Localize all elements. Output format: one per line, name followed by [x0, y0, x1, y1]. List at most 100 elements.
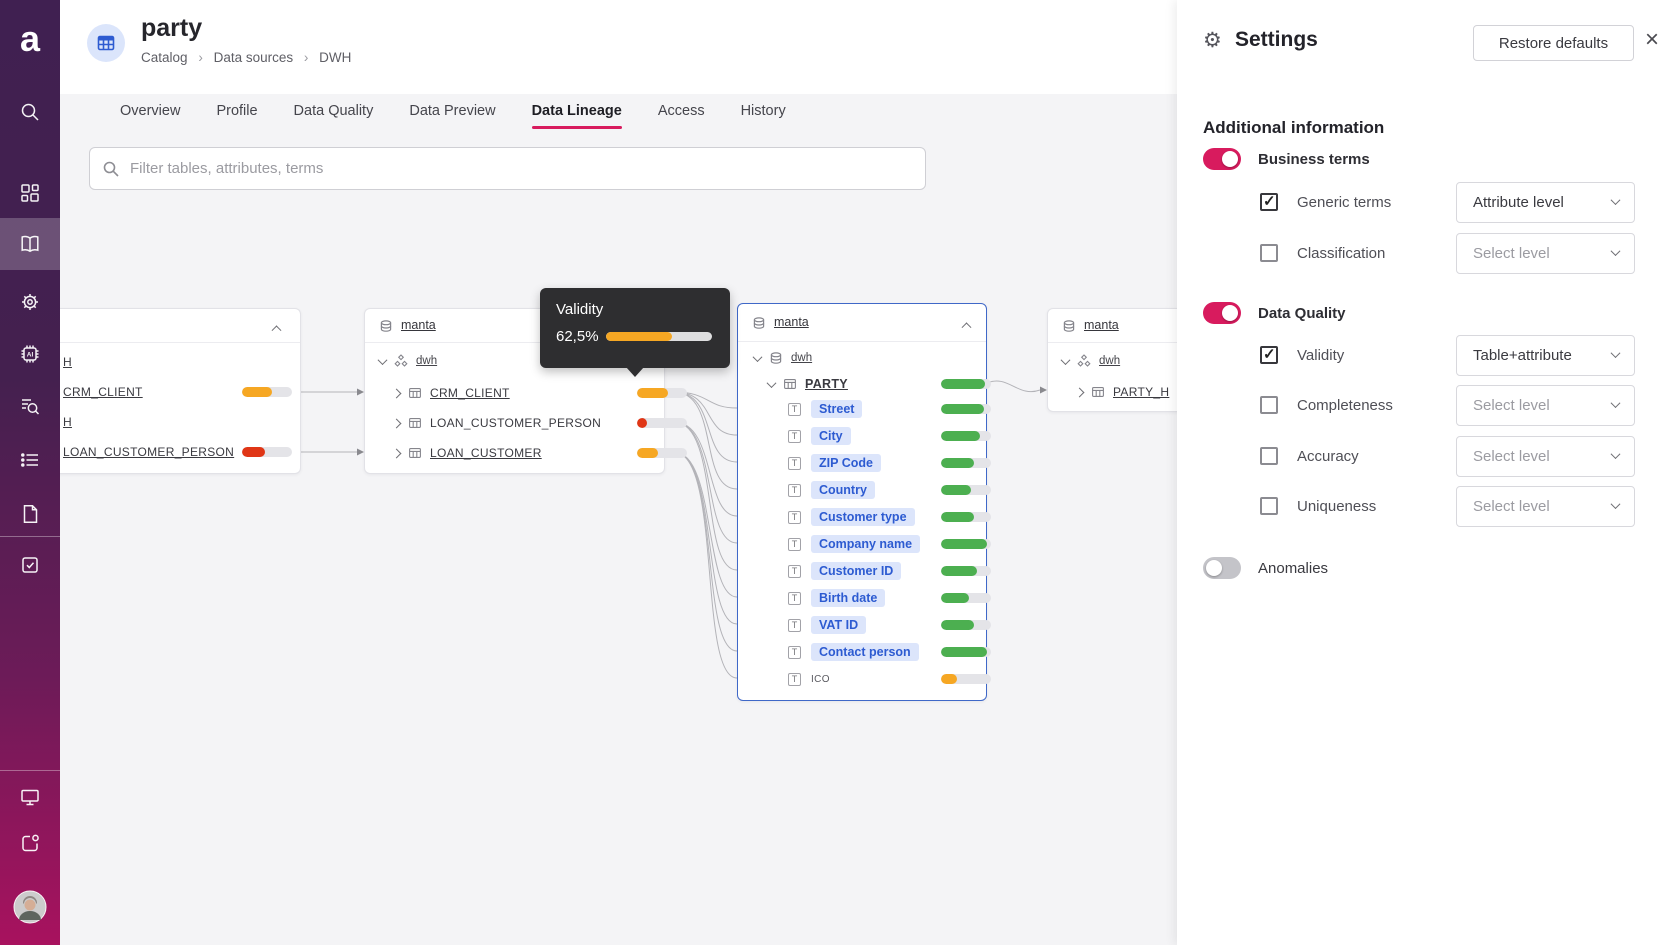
completeness-checkbox[interactable]: [1260, 396, 1278, 414]
search-icon[interactable]: [0, 92, 60, 132]
generic-terms-checkbox[interactable]: [1260, 192, 1278, 211]
chevron-down-icon: [1610, 398, 1621, 409]
uniqueness-level-select[interactable]: Select level: [1456, 486, 1635, 527]
attribute-row[interactable]: T City: [788, 425, 991, 447]
completeness-level-select[interactable]: Select level: [1456, 385, 1635, 426]
chevron-down-icon[interactable]: [752, 351, 763, 362]
uniqueness-checkbox[interactable]: [1260, 497, 1278, 515]
attribute-row[interactable]: T Customer ID: [788, 560, 991, 582]
ai-chip-icon[interactable]: AI: [0, 334, 60, 374]
release-icon[interactable]: [0, 823, 60, 863]
attribute-row[interactable]: T VAT ID: [788, 614, 991, 636]
list-icon[interactable]: [0, 440, 60, 480]
lineage-node-party[interactable]: manta dwh PARTY T Street T City T ZIP Code: [737, 303, 991, 701]
table-row[interactable]: CRM_CLIENT: [391, 382, 687, 404]
completeness-label: Completeness: [1297, 397, 1393, 414]
chevron-down-icon: [1610, 246, 1621, 257]
source-name[interactable]: manta: [774, 315, 809, 329]
accuracy-level-select[interactable]: Select level: [1456, 436, 1635, 477]
attribute-row[interactable]: T Contact person: [788, 641, 991, 663]
anomalies-toggle[interactable]: [1203, 557, 1241, 579]
tab-profile[interactable]: Profile: [216, 103, 258, 119]
classification-label: Classification: [1297, 245, 1386, 262]
business-terms-toggle[interactable]: [1203, 148, 1241, 170]
table-row-party[interactable]: PARTY: [766, 373, 991, 395]
dashboard-icon[interactable]: [0, 173, 60, 213]
text-type-icon: T: [788, 402, 801, 416]
breadcrumb: Catalog › Data sources › DWH: [141, 50, 351, 65]
catalog-book-icon[interactable]: [0, 224, 60, 264]
data-quality-toggle[interactable]: [1203, 302, 1241, 324]
attribute-row[interactable]: T Country: [788, 479, 991, 501]
tab-data-quality[interactable]: Data Quality: [293, 103, 374, 119]
filter-input[interactable]: [130, 160, 913, 177]
dq-bar: [242, 447, 292, 457]
sidebar-divider: [0, 770, 60, 771]
chevron-right-icon[interactable]: [391, 388, 402, 398]
tab-data-lineage[interactable]: Data Lineage: [531, 94, 623, 130]
source-name[interactable]: manta: [401, 318, 436, 332]
attribute-row[interactable]: T Street: [788, 398, 991, 420]
text-type-icon: T: [788, 537, 801, 551]
chevron-down-icon[interactable]: [377, 354, 388, 365]
schema-row[interactable]: dwh: [377, 350, 437, 372]
gear-icon[interactable]: [0, 282, 60, 322]
collapse-node-icon[interactable]: [271, 325, 282, 336]
dq-bar: [941, 458, 991, 468]
tab-access[interactable]: Access: [657, 103, 705, 119]
dq-bar: [941, 485, 991, 495]
business-terms-label: Business terms: [1258, 151, 1370, 168]
breadcrumb-item-dwh[interactable]: DWH: [319, 50, 352, 65]
tab-data-preview[interactable]: Data Preview: [409, 103, 496, 119]
validity-checkbox[interactable]: [1260, 345, 1278, 364]
close-icon[interactable]: ×: [1644, 26, 1659, 53]
table-icon: [409, 388, 421, 398]
source-name[interactable]: manta: [1084, 318, 1119, 332]
attribute-row[interactable]: T Company name: [788, 533, 991, 555]
schema-name: dwh: [1099, 355, 1121, 367]
tasks-icon[interactable]: [0, 545, 60, 585]
user-avatar[interactable]: [0, 887, 60, 927]
table-row[interactable]: CRM_CLIENT: [63, 381, 292, 403]
chevron-right-icon[interactable]: [1074, 387, 1085, 397]
schema-row[interactable]: H: [63, 415, 72, 429]
restore-defaults-button[interactable]: Restore defaults: [1473, 25, 1634, 61]
table-row[interactable]: LOAN_CUSTOMER: [391, 442, 687, 464]
attribute-row[interactable]: T Customer type: [788, 506, 991, 528]
breadcrumb-item-data-sources[interactable]: Data sources: [213, 50, 294, 65]
table-row[interactable]: LOAN_CUSTOMER_PERSON: [63, 441, 292, 463]
document-icon[interactable]: [0, 494, 60, 534]
tab-history[interactable]: History: [740, 103, 786, 119]
table-icon: [1092, 387, 1104, 397]
chevron-down-icon: [1610, 348, 1621, 359]
collapse-node-icon[interactable]: [961, 322, 972, 333]
validity-level-select[interactable]: Table+attribute: [1456, 335, 1635, 376]
dq-bar: [637, 388, 687, 398]
schema-row[interactable]: dwh: [752, 347, 812, 369]
tab-overview[interactable]: Overview: [120, 103, 181, 119]
data-discovery-icon[interactable]: [0, 386, 60, 426]
attribute-row[interactable]: T ICO: [788, 668, 991, 690]
dq-bar: [637, 448, 687, 458]
app-logo[interactable]: a: [19, 18, 41, 59]
accuracy-checkbox[interactable]: [1260, 447, 1278, 465]
schema-row[interactable]: H: [63, 355, 72, 369]
chevron-down-icon[interactable]: [766, 377, 777, 388]
chevron-right-icon[interactable]: [391, 418, 402, 428]
validity-tooltip: Validity 62,5%: [540, 288, 730, 377]
classification-checkbox[interactable]: [1260, 244, 1278, 262]
classification-level-select[interactable]: Select level: [1456, 233, 1635, 274]
uniqueness-label: Uniqueness: [1297, 498, 1377, 515]
table-row[interactable]: LOAN_CUSTOMER_PERSON: [391, 412, 687, 434]
desktop-icon[interactable]: [0, 777, 60, 817]
breadcrumb-item-catalog[interactable]: Catalog: [141, 50, 188, 65]
table-row[interactable]: PARTY_H: [1074, 381, 1169, 403]
generic-terms-level-select[interactable]: Attribute level: [1456, 182, 1635, 223]
node-header: manta: [365, 309, 664, 343]
attribute-row[interactable]: T Birth date: [788, 587, 991, 609]
schema-row[interactable]: dwh: [1060, 350, 1121, 372]
attribute-row[interactable]: T ZIP Code: [788, 452, 991, 474]
chevron-right-icon[interactable]: [391, 448, 402, 458]
chevron-down-icon[interactable]: [1060, 354, 1071, 365]
